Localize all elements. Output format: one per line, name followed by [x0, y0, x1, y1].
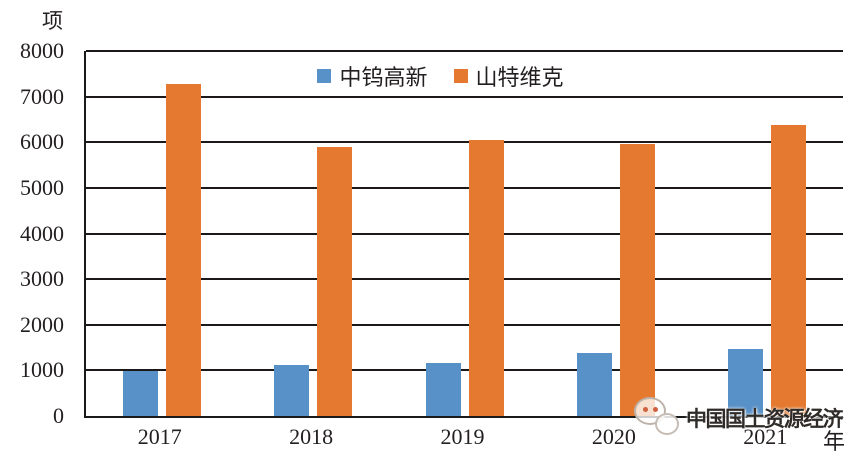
bar-山特维克-2017 [166, 84, 201, 416]
plot-area [84, 50, 843, 418]
gridline-8000 [86, 50, 843, 52]
y-tick-label-8000: 8000 [20, 38, 64, 63]
x-axis-unit-label: 年 [823, 429, 846, 454]
watermark-text: 中国国土资源经济 [686, 407, 844, 431]
bar-山特维克-2018 [317, 147, 352, 416]
chat-bubble-small-icon [655, 413, 679, 435]
legend-label-sandvik: 山特维克 [475, 65, 564, 90]
y-axis-unit-label: 项 [42, 9, 63, 33]
y-tick-label-1000: 1000 [20, 357, 64, 383]
gridline-2000 [86, 323, 843, 326]
y-tick-label-6000: 6000 [20, 129, 64, 155]
x-tick-label-2021: 2021 [743, 424, 788, 449]
bar-山特维克-2020 [620, 144, 655, 416]
bar-中钨高新-2018 [274, 365, 309, 416]
gridline-5000 [86, 186, 843, 189]
legend-label-zhongwu: 中钨高新 [339, 65, 428, 90]
y-tick-label-4000: 4000 [20, 220, 64, 246]
y-tick-label-3000: 3000 [20, 266, 64, 292]
bar-中钨高新-2020 [577, 353, 612, 416]
y-tick-label-2000: 2000 [20, 311, 64, 337]
gridline-3000 [86, 278, 843, 281]
y-tick-label-0: 0 [53, 403, 64, 428]
legend-item-zhongwu: 中钨高新 [317, 60, 428, 92]
x-tick-label-2019: 2019 [440, 424, 485, 449]
watermark: 中国国土资源经济 [622, 391, 844, 439]
bar-山特维克-2019 [469, 140, 504, 416]
bar-中钨高新-2019 [426, 363, 461, 416]
y-tick-label-5000: 5000 [20, 174, 64, 200]
gridline-4000 [86, 232, 843, 235]
legend-item-sandvik: 山特维克 [453, 60, 564, 92]
gridline-1000 [86, 369, 843, 372]
x-tick-label-2018: 2018 [289, 424, 334, 449]
legend-swatch-blue-icon [317, 69, 332, 83]
x-tick-label-2017: 2017 [137, 424, 182, 449]
bar-中钨高新-2017 [123, 371, 158, 416]
chart-legend: 中钨高新 山特维克 [62, 60, 819, 92]
gridline-7000 [86, 95, 843, 98]
legend-swatch-orange-icon [453, 69, 468, 83]
y-tick-label-7000: 7000 [20, 83, 64, 109]
x-tick-label-2020: 2020 [591, 424, 636, 449]
wechat-logo-icon [622, 391, 686, 439]
gridline-6000 [86, 141, 843, 144]
bar-中钨高新-2021 [728, 349, 763, 416]
bar-山特维克-2021 [771, 125, 806, 416]
